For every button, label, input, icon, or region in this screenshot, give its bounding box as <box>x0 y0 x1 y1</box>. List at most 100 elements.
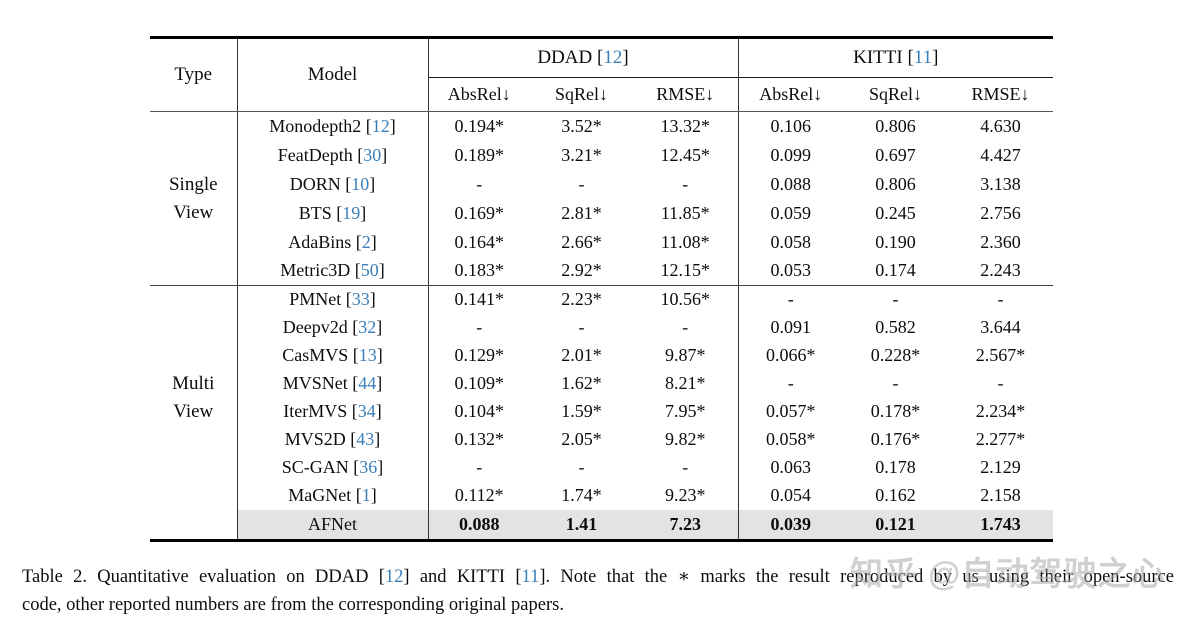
metric-value: 0.189* <box>427 140 530 170</box>
group-header-ddad: DDAD [12] <box>427 37 739 78</box>
citation-link[interactable]: 11 <box>913 47 933 68</box>
metric-value: 0.091 <box>737 313 844 342</box>
metric-header-rmse: RMSE↓ <box>948 77 1054 112</box>
metric-value: 0.174 <box>843 256 949 286</box>
metric-value: 0.178* <box>870 401 921 421</box>
metric-value: 2.129 <box>980 457 1021 477</box>
table-container: Type Model DDAD [12] KITTI [11] AbsRel↓ S… <box>150 36 1054 542</box>
citation-link[interactable]: 11 <box>521 567 540 587</box>
citation-link[interactable]: 32 <box>358 317 377 337</box>
model-name: AdaBins [2] <box>236 227 428 257</box>
metric-value: 3.21* <box>561 144 602 165</box>
citation-link[interactable]: 12 <box>371 115 390 136</box>
citation-link[interactable]: 13 <box>358 345 377 365</box>
metric-value: 0.164* <box>427 227 530 257</box>
metric-value: 4.427 <box>980 144 1021 165</box>
metric-value: 9.87* <box>665 345 706 365</box>
metric-value: 0.190 <box>875 231 916 252</box>
table-row: MaGNet [1] 0.112* 1.74* 9.23* 0.054 0.162 2.15… <box>150 481 1053 510</box>
metric-value: 0.129* <box>427 341 530 370</box>
metric-value: 0.582 <box>875 317 916 337</box>
caption-line-2: code, other reported numbers are from th… <box>22 594 564 615</box>
metric-value: - <box>427 453 530 482</box>
metric-value: 0.088 <box>737 169 844 199</box>
metric-value: 0.109* <box>427 369 530 398</box>
metric-value: 0.132* <box>427 425 530 454</box>
metric-value: 0.228* <box>870 345 921 365</box>
metric-value: - <box>682 317 689 337</box>
citation-link[interactable]: 12 <box>384 567 404 587</box>
metric-value: 0.106 <box>737 111 844 141</box>
citation-link[interactable]: 33 <box>351 289 370 310</box>
metric-value: - <box>997 289 1004 310</box>
metric-header-row: AbsRel↓ SqRel↓ RMSE↓ AbsRel↓ SqRel↓ RMSE↓ <box>150 77 1054 112</box>
metric-value: 0.058* <box>737 425 844 454</box>
metric-value: - <box>578 457 585 477</box>
metric-value: 0.054 <box>737 481 844 510</box>
citation-link[interactable]: 36 <box>359 457 378 477</box>
model-name: SC-GAN [36] <box>236 453 428 482</box>
metric-value: 10.56* <box>660 289 711 310</box>
metric-value: 0.121 <box>843 509 949 541</box>
metric-value: - <box>997 373 1004 393</box>
metric-value: 8.21* <box>665 373 706 393</box>
model-name: IterMVS [34] <box>236 397 428 426</box>
metric-value: 0.053 <box>737 256 844 286</box>
metric-value: 2.158 <box>980 485 1021 505</box>
metric-value: 2.92* <box>530 256 633 286</box>
metric-value: 4.630 <box>980 115 1021 136</box>
citation-link[interactable]: 19 <box>342 202 361 223</box>
metric-value: 0.088 <box>427 509 530 541</box>
metric-value: - <box>578 317 585 337</box>
model-name: Metric3D [50] <box>236 256 428 286</box>
metric-value: 0.141* <box>427 285 530 314</box>
citation-link[interactable]: 44 <box>358 373 377 393</box>
table-row: BTS [19] 0.169* 2.81* 11.85* 0.059 0.245 2.756 <box>150 198 1053 228</box>
metric-value: 3.138 <box>980 173 1021 194</box>
table-caption: Table 2. Quantitative evaluation on DDAD… <box>22 564 1174 619</box>
table-row: SC-GAN [36] - - -0.063 0.178 2.129 <box>150 453 1053 482</box>
metric-value: 1.74* <box>561 485 602 505</box>
metric-value: 0.183* <box>427 256 530 286</box>
metric-value: - <box>578 173 585 194</box>
metric-value: 1.743 <box>948 509 1054 541</box>
caption-line-1: Table 2. Quantitative evaluation on DDAD… <box>22 567 1174 587</box>
citation-link[interactable]: 1 <box>361 485 371 505</box>
metric-value: - <box>682 173 689 194</box>
metric-value: 0.066* <box>737 341 844 370</box>
metric-value: 12.15* <box>633 256 739 286</box>
metric-value: 0.176* <box>870 429 921 449</box>
citation-link[interactable]: 34 <box>357 401 376 421</box>
citation-link[interactable]: 2 <box>361 231 371 252</box>
citation-link[interactable]: 43 <box>356 429 375 449</box>
citation-link[interactable]: 50 <box>360 260 379 281</box>
table-row: MVSNet [44] 0.109* 1.62* 8.21* - - - <box>150 369 1053 398</box>
model-name: CasMVS [13] <box>236 341 428 370</box>
model-name: DORN [10] <box>236 169 428 199</box>
citation-link[interactable]: 30 <box>363 144 382 165</box>
metric-value: 2.05* <box>561 429 602 449</box>
table-row: AdaBins [2] 0.164* 2.66* 11.08* 0.058 0.190 2.… <box>150 227 1053 257</box>
col-header-type: Type <box>150 37 237 112</box>
citation-link[interactable]: 10 <box>351 173 370 194</box>
metric-value: 0.059 <box>737 198 844 228</box>
metric-value: 11.08* <box>660 231 710 252</box>
model-name: MVS2D [43] <box>236 425 428 454</box>
model-name: BTS [19] <box>236 198 428 228</box>
metric-value: 0.063 <box>737 453 844 482</box>
metric-header-sqrel: SqRel↓ <box>843 77 949 112</box>
metric-header-absrel: AbsRel↓ <box>427 77 530 112</box>
metric-value: 3.52* <box>561 115 602 136</box>
metric-value: 9.23* <box>665 485 706 505</box>
table-row: FeatDepth [30] 0.189* 3.21* 12.45* 0.099 0.69… <box>150 140 1053 170</box>
metric-header-sqrel: SqRel↓ <box>530 77 633 112</box>
metric-value: - <box>427 313 530 342</box>
metric-value: 2.234* <box>975 401 1026 421</box>
citation-link[interactable]: 12 <box>603 47 623 68</box>
metric-value: 2.23* <box>561 289 602 310</box>
empty-type-cell <box>150 509 237 541</box>
metric-value: - <box>737 285 844 314</box>
metric-value: 2.277* <box>975 429 1026 449</box>
metric-value: 1.62* <box>561 373 602 393</box>
